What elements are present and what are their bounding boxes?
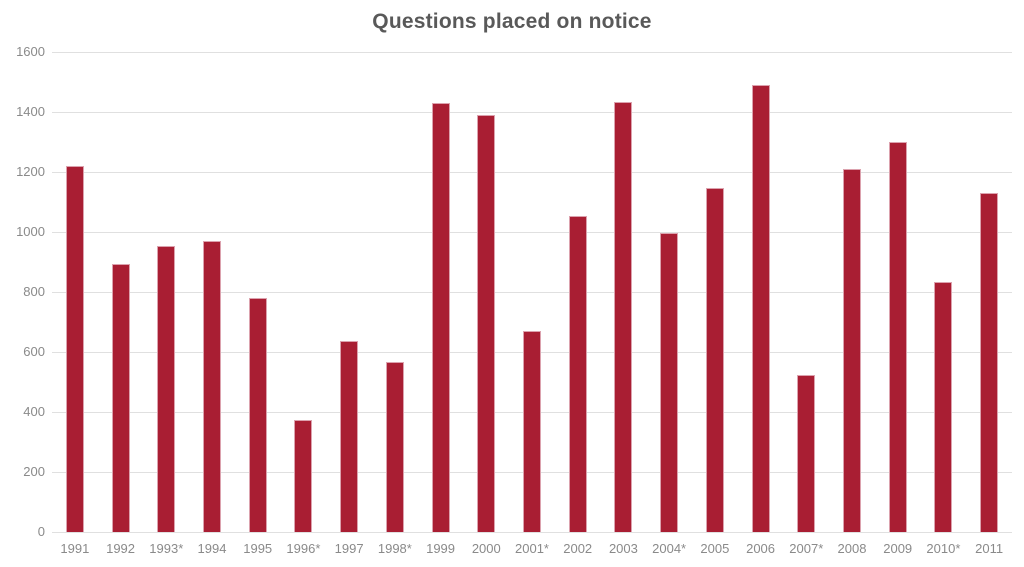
x-tick-label-2007: 2007* [789, 541, 824, 556]
x-tick-label-2009: 2009 [883, 541, 913, 556]
bar-2010 [934, 281, 953, 532]
x-tick-label-1999: 1999 [426, 541, 456, 556]
y-tick-label-1400: 1400 [16, 104, 45, 119]
bar-1992 [111, 263, 130, 532]
y-tick-label-600: 600 [23, 344, 45, 359]
x-tick-label-2001: 2001* [515, 541, 549, 556]
bar-2001 [523, 330, 541, 532]
chart-title: Questions placed on notice [372, 10, 652, 33]
bar-1999 [431, 103, 450, 532]
y-tick-label-0: 0 [37, 524, 45, 539]
bar-2006 [751, 84, 770, 532]
bar-2002 [568, 216, 587, 532]
gridline-800 [52, 291, 1012, 293]
x-tick-label-1995: 1995 [243, 541, 273, 556]
bar-1993 [157, 245, 176, 532]
x-tick-label-1994: 1994 [197, 541, 227, 556]
x-tick-label-1997: 1997 [334, 541, 364, 556]
x-tick-label-1998: 1998* [377, 541, 412, 556]
x-tick-label-2002: 2002 [563, 541, 593, 556]
y-tick-label-400: 400 [23, 404, 45, 419]
bar-2008 [843, 169, 861, 532]
gridline-0 [52, 531, 1012, 533]
bar-1997 [340, 340, 359, 532]
x-tick-label-2010: 2010* [926, 541, 961, 556]
x-tick-label-2011: 2011 [975, 541, 1004, 556]
x-tick-label-2004: 2004* [652, 541, 687, 556]
bar-2005 [705, 188, 724, 532]
x-tick-label-1991: 1991 [60, 541, 90, 556]
y-tick-label-1200: 1200 [16, 164, 45, 179]
x-tick-label-2000: 2000 [471, 541, 501, 556]
bar-2003 [614, 101, 633, 532]
bar-1991 [65, 166, 84, 532]
x-tick-label-2005: 2005 [700, 541, 730, 556]
bar-1995 [248, 298, 267, 532]
x-tick-label-1992: 1992 [106, 541, 136, 556]
x-tick-label-1993: 1993* [149, 541, 184, 556]
y-tick-label-200: 200 [23, 464, 45, 479]
x-tick-label-1996: 1996* [286, 541, 321, 556]
x-tick-label-2008: 2008 [837, 541, 867, 556]
gridline-1000 [52, 231, 1012, 233]
bar-2007 [797, 374, 816, 532]
bar-2009 [888, 141, 907, 532]
bar-2004 [660, 232, 679, 532]
gridline-1200 [52, 171, 1012, 173]
plot-area [52, 51, 1012, 533]
x-tick-label-2006: 2006 [746, 541, 776, 556]
gridline-1400 [52, 111, 1012, 113]
y-tick-label-1600: 1600 [16, 44, 45, 59]
x-tick-label-2003: 2003 [608, 541, 638, 556]
y-tick-label-800: 800 [23, 284, 45, 299]
bar-1998 [385, 361, 404, 532]
bar-2011 [980, 193, 999, 532]
bar-1994 [203, 241, 221, 532]
bar-1996 [294, 419, 313, 532]
bar-2000 [477, 115, 496, 532]
y-tick-label-1000: 1000 [16, 224, 45, 239]
gridline-1600 [52, 51, 1012, 53]
